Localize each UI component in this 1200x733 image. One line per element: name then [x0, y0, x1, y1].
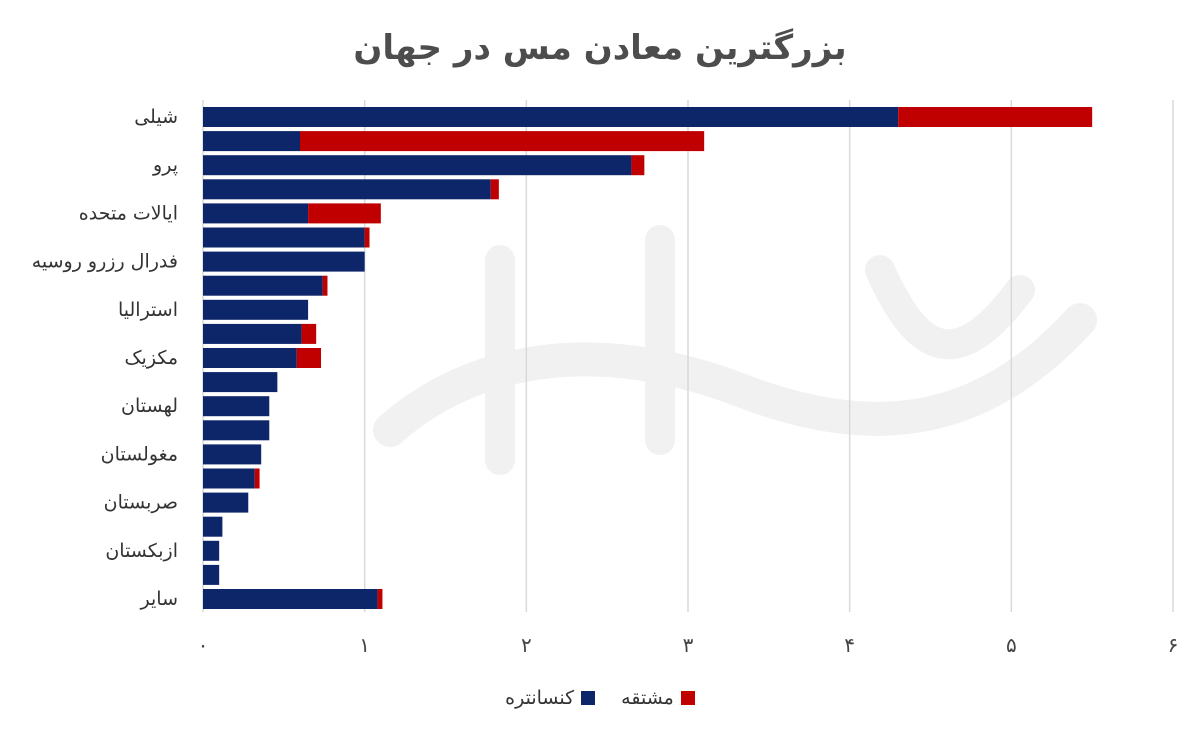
bar-concentrate — [203, 299, 309, 320]
bar-concentrate — [203, 396, 270, 417]
x-tick-label: ۶ — [1168, 633, 1179, 657]
legend-swatch-derivative — [680, 691, 695, 705]
category-label: پرو — [152, 154, 178, 176]
x-tick-label: ۵ — [1006, 633, 1017, 657]
category-labels: شیلی پرو ایالات متحده فدرال رزرو روسیه استرا… — [32, 106, 178, 610]
bar-concentrate — [203, 589, 378, 609]
bar-concentrate — [203, 420, 270, 441]
bar-derivative — [322, 275, 328, 296]
bar-derivative — [308, 203, 381, 224]
category-label: لهستان — [121, 395, 178, 417]
bar-concentrate — [203, 203, 309, 224]
bar-derivative — [254, 468, 260, 489]
bar-derivative — [296, 348, 322, 368]
bar-derivative — [377, 589, 383, 609]
x-axis-ticks: ۰ ۱ ۲ ۳ ۴ ۵ ۶ — [198, 633, 1179, 657]
category-label: فدرال رزرو روسیه — [32, 251, 178, 273]
x-tick-label: ۱ — [359, 633, 370, 657]
x-tick-label: ۳ — [683, 633, 694, 657]
bar-derivative — [301, 323, 317, 344]
x-tick-label: ۲ — [521, 633, 532, 657]
bar-concentrate — [203, 540, 220, 561]
bar-concentrate — [203, 251, 365, 272]
bar-derivative — [898, 107, 1093, 127]
bar-concentrate — [203, 155, 632, 176]
category-label: شیلی — [134, 106, 178, 128]
bar-concentrate — [203, 179, 491, 200]
category-label: سایر — [140, 588, 178, 610]
category-label: ازبکستان — [105, 540, 178, 562]
category-label: صربستان — [104, 492, 178, 514]
bar-concentrate — [203, 107, 899, 127]
bar-concentrate — [203, 227, 365, 248]
gridlines — [202, 100, 1174, 612]
legend-item-concentrate: کنسانتره — [505, 687, 596, 709]
bar-derivative — [631, 155, 645, 176]
bar-concentrate — [203, 492, 249, 513]
category-label: مغولستان — [101, 443, 178, 465]
category-label: استرالیا — [118, 299, 178, 321]
legend-item-derivative: مشتقه — [621, 687, 695, 709]
category-label: مکزیک — [125, 347, 178, 369]
bar-concentrate — [203, 275, 323, 296]
bar-derivative — [490, 179, 499, 200]
bar-concentrate — [203, 372, 278, 393]
chart-title: بزرگترین معادن مس در جهان — [353, 28, 847, 68]
legend: مشتقه کنسانتره — [0, 687, 1200, 709]
legend-swatch-concentrate — [581, 691, 596, 705]
bar-concentrate — [203, 516, 223, 537]
bar-concentrate — [203, 348, 297, 368]
bar-concentrate — [203, 323, 302, 344]
bars — [203, 107, 1093, 609]
bar-concentrate — [203, 468, 255, 489]
bar-derivative — [300, 131, 705, 152]
bar-derivative — [364, 227, 370, 248]
bar-concentrate — [203, 131, 300, 152]
legend-label-concentrate: کنسانتره — [505, 687, 575, 709]
bar-concentrate — [203, 564, 220, 585]
legend-label-derivative: مشتقه — [621, 687, 674, 709]
bar-concentrate — [203, 444, 262, 465]
x-tick-label: ۴ — [844, 633, 855, 657]
category-label: ایالات متحده — [79, 202, 178, 224]
x-tick-label: ۰ — [198, 633, 209, 657]
